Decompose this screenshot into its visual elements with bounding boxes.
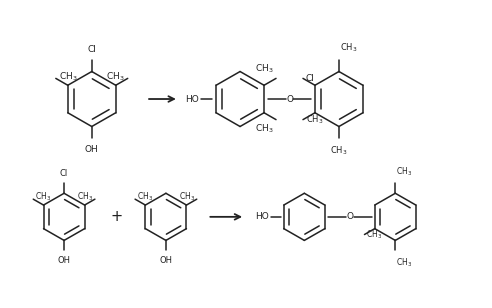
Text: CH$_3$: CH$_3$: [255, 63, 274, 75]
Text: +: +: [110, 209, 123, 224]
Text: Cl: Cl: [306, 74, 315, 83]
Text: CH$_3$: CH$_3$: [179, 191, 195, 204]
Text: CH$_3$: CH$_3$: [255, 123, 274, 135]
Text: CH$_3$: CH$_3$: [367, 228, 383, 241]
Text: CH$_3$: CH$_3$: [306, 113, 323, 126]
Text: CH$_3$: CH$_3$: [35, 191, 51, 204]
Text: CH$_3$: CH$_3$: [330, 144, 348, 157]
Text: OH: OH: [58, 256, 70, 265]
Text: O: O: [286, 95, 293, 103]
Text: CH$_3$: CH$_3$: [340, 41, 358, 54]
Text: CH$_3$: CH$_3$: [77, 191, 93, 204]
Text: OH: OH: [85, 145, 98, 154]
Text: Cl: Cl: [60, 168, 68, 178]
Text: CH$_3$: CH$_3$: [137, 191, 153, 204]
Text: CH$_3$: CH$_3$: [396, 165, 412, 178]
Text: O: O: [346, 212, 353, 221]
Text: Cl: Cl: [87, 45, 96, 54]
Text: CH$_3$: CH$_3$: [106, 70, 125, 83]
Text: CH$_3$: CH$_3$: [396, 256, 412, 269]
Text: HO: HO: [185, 95, 199, 103]
Text: CH$_3$: CH$_3$: [59, 70, 77, 83]
Text: OH: OH: [159, 256, 172, 265]
Text: HO: HO: [255, 212, 269, 221]
